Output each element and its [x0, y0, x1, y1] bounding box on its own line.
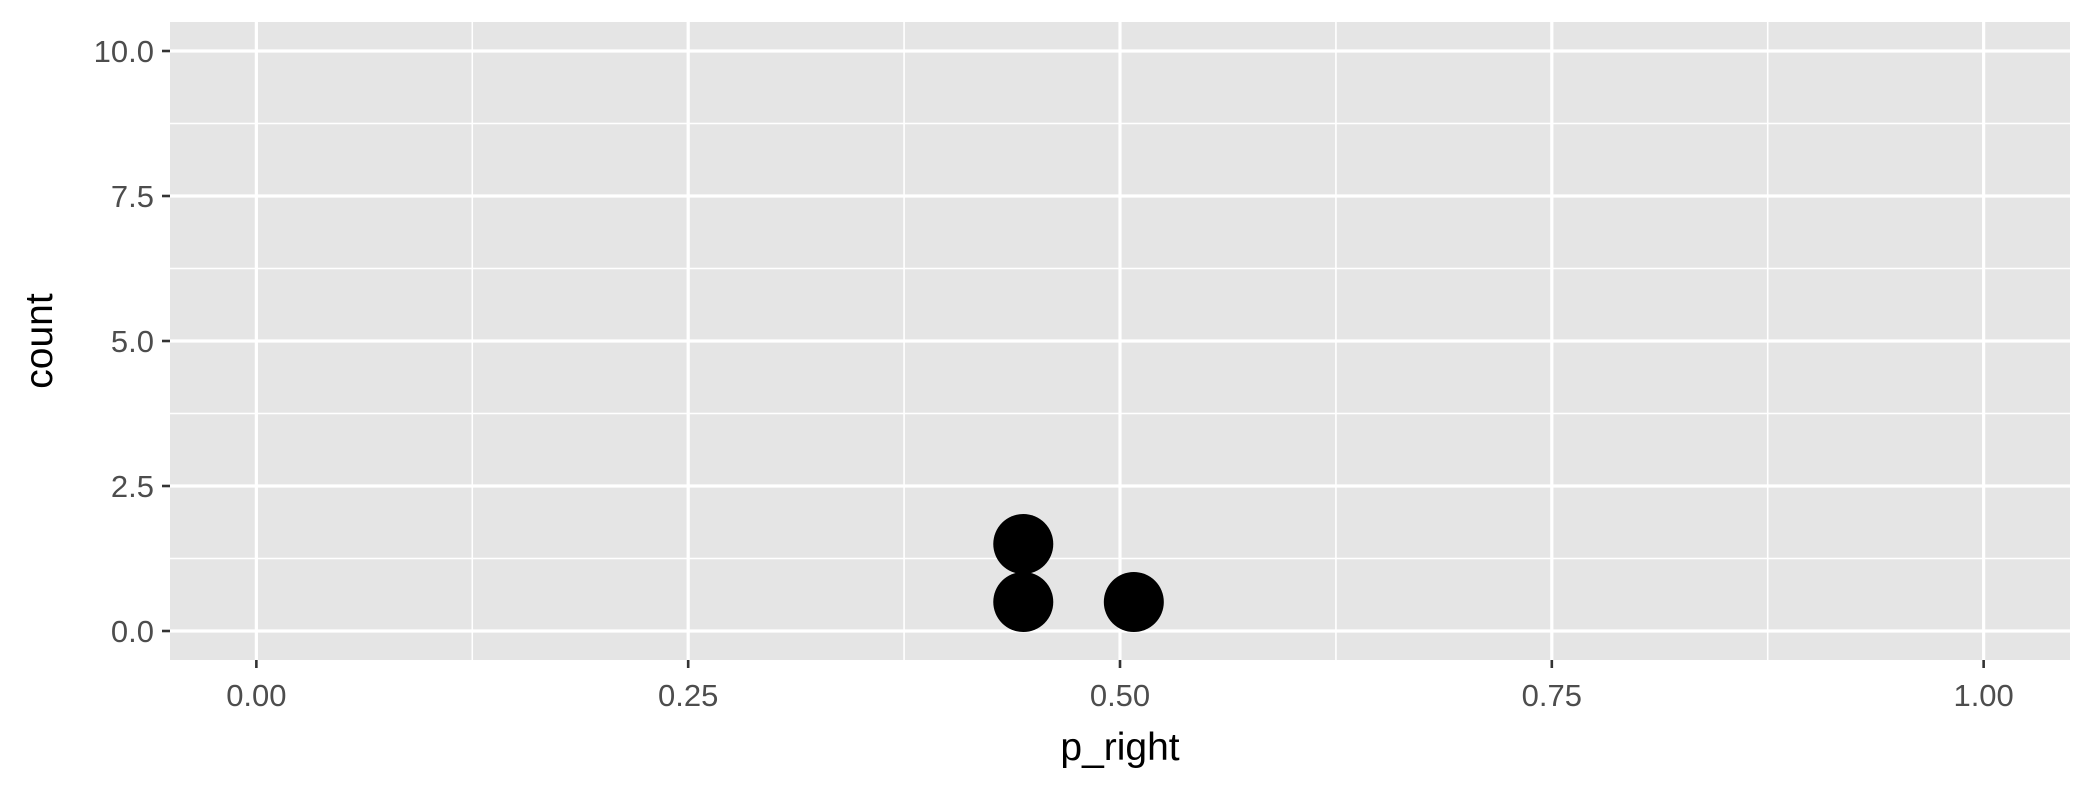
y-tick-label: 0.0: [111, 614, 154, 649]
x-tick-label: 1.00: [1953, 678, 2013, 713]
x-tick-label: 0.00: [226, 678, 286, 713]
data-point: [1103, 572, 1164, 632]
x-tick-label: 0.50: [1090, 678, 1150, 713]
y-tick-label: 10.0: [94, 34, 154, 69]
x-tick-label: 0.75: [1522, 678, 1582, 713]
data-point: [993, 572, 1054, 632]
y-axis-title: count: [18, 293, 61, 389]
y-axis: 0.0 2.5 5.0 7.5 10.0: [94, 34, 170, 649]
y-tick-label: 5.0: [111, 324, 154, 359]
y-tick-label: 7.5: [111, 179, 154, 214]
y-tick-label: 2.5: [111, 469, 154, 504]
x-tick-label: 0.25: [658, 678, 718, 713]
data-point: [993, 514, 1054, 574]
major-gridlines: [170, 22, 2070, 660]
x-axis-title: p_right: [1060, 726, 1179, 769]
data-points: [993, 514, 1164, 632]
x-axis: 0.00 0.25 0.50 0.75 1.00: [226, 660, 2014, 713]
